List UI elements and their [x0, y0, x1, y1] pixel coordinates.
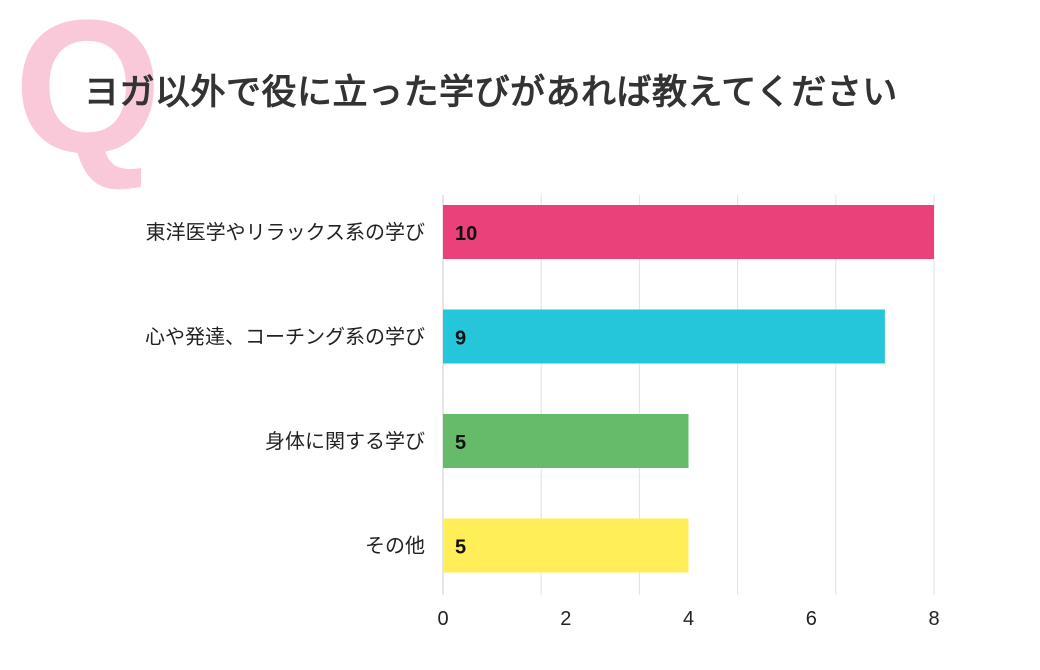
category-label: 身体に関する学び [265, 429, 425, 453]
x-tick-label: 2 [560, 608, 571, 630]
category-label: 心や発達、コーチング系の学び [145, 325, 425, 349]
category-label: その他 [365, 534, 425, 558]
page-title: ヨガ以外で役に立った学びがあれば教えてください [84, 73, 898, 113]
bar [443, 309, 885, 364]
data-label: 5 [455, 432, 466, 454]
bar [443, 518, 689, 573]
data-label: 9 [455, 328, 466, 350]
bar [443, 414, 689, 468]
x-tick-label: 0 [437, 608, 448, 630]
bar [443, 205, 934, 259]
data-label: 5 [455, 537, 466, 559]
x-tick-label: 6 [806, 608, 817, 630]
q-mark-logo: Q [14, 0, 162, 193]
category-label: 東洋医学やリラックス系の学び [146, 220, 425, 244]
data-label: 10 [455, 223, 477, 245]
x-tick-label: 8 [928, 608, 939, 630]
x-tick-label: 4 [683, 608, 694, 630]
